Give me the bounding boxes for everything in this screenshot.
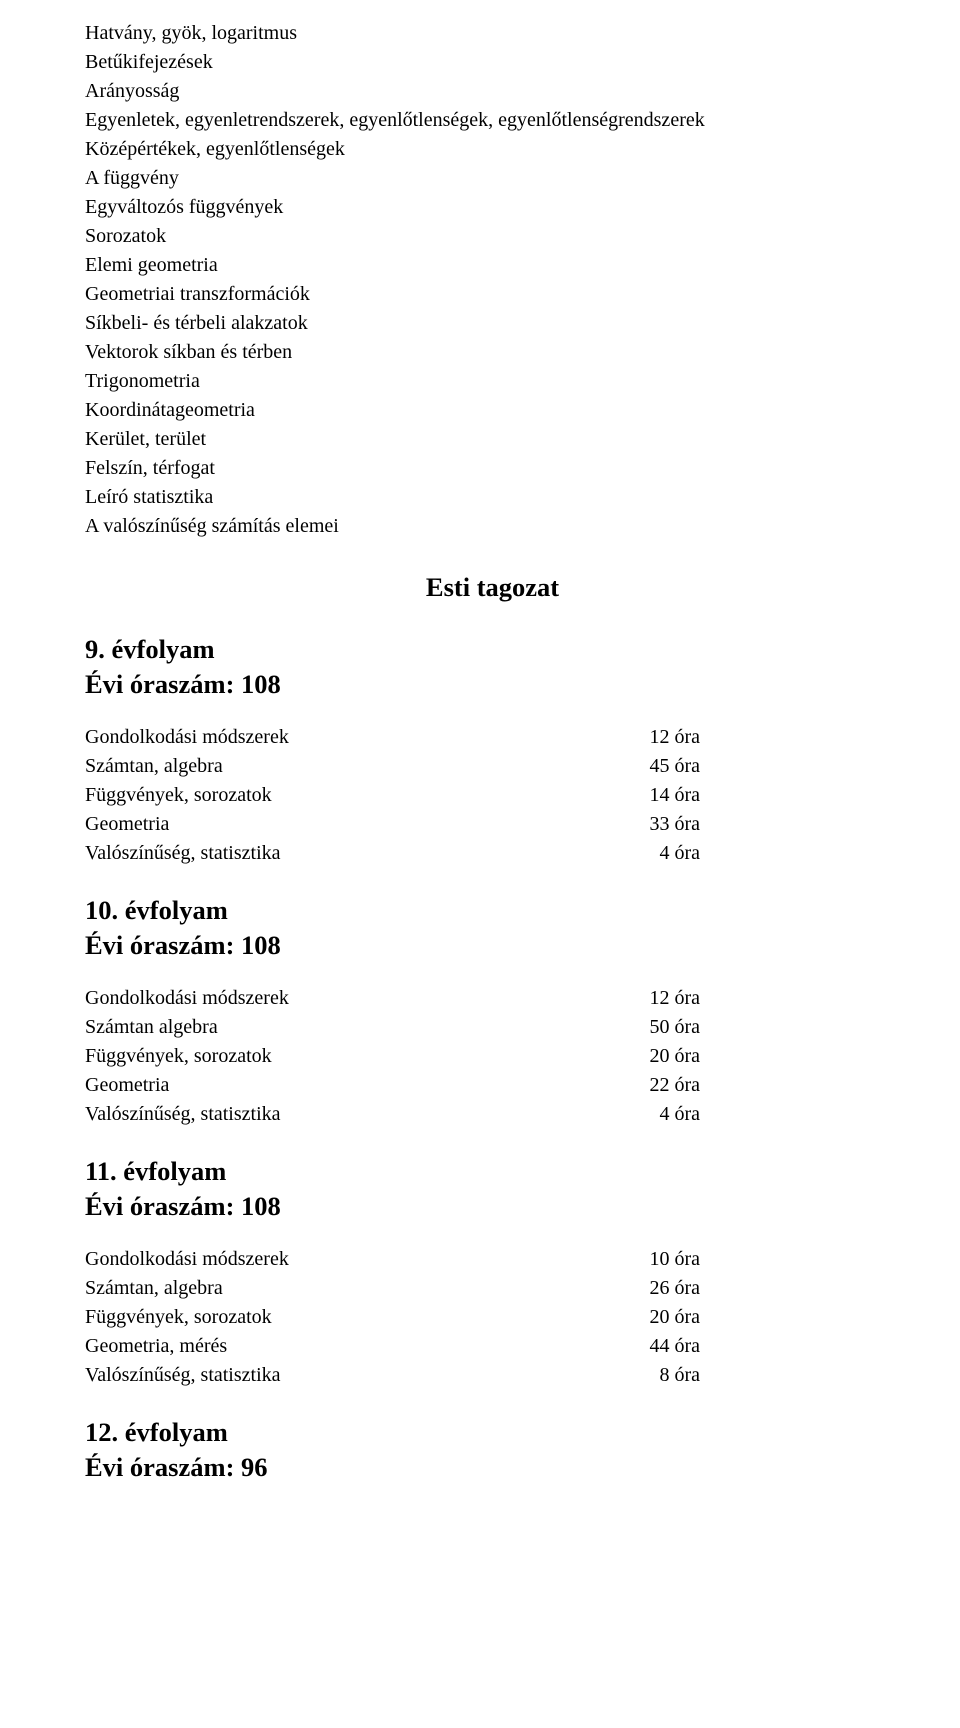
topic-item: Vektorok síkban és térben <box>85 339 900 366</box>
topic-item: Felszín, térfogat <box>85 455 900 482</box>
topic-item: Hatvány, gyök, logaritmus <box>85 20 900 47</box>
topic-item: Elemi geometria <box>85 252 900 279</box>
hours-title: Évi óraszám: 108 <box>85 667 900 702</box>
table-row: Számtan algebra 50 óra <box>85 1014 900 1041</box>
row-label: Gondolkodási módszerek <box>85 985 289 1012</box>
topic-item: A valószínűség számítás elemei <box>85 513 900 540</box>
row-label: Geometria <box>85 811 169 838</box>
row-value: 26 óra <box>620 1275 900 1302</box>
row-value: 4 óra <box>620 840 900 867</box>
row-label: Geometria <box>85 1072 169 1099</box>
table-row: Gondolkodási módszerek 10 óra <box>85 1246 900 1273</box>
row-value: 22 óra <box>620 1072 900 1099</box>
hours-title: Évi óraszám: 108 <box>85 928 900 963</box>
row-label: Számtan, algebra <box>85 1275 223 1302</box>
table-row: Geometria 22 óra <box>85 1072 900 1099</box>
topic-item: Betűkifejezések <box>85 49 900 76</box>
row-label: Valószínűség, statisztika <box>85 1101 281 1128</box>
row-value: 20 óra <box>620 1043 900 1070</box>
grade-title: 12. évfolyam <box>85 1415 900 1450</box>
topic-item: A függvény <box>85 165 900 192</box>
topic-item: Középértékek, egyenlőtlenségek <box>85 136 900 163</box>
row-value: 20 óra <box>620 1304 900 1331</box>
hours-title: Évi óraszám: 108 <box>85 1189 900 1224</box>
table-row: Függvények, sorozatok 14 óra <box>85 782 900 809</box>
row-value: 50 óra <box>620 1014 900 1041</box>
topic-item: Trigonometria <box>85 368 900 395</box>
row-value: 10 óra <box>620 1246 900 1273</box>
table-row: Geometria 33 óra <box>85 811 900 838</box>
grade-10-block: 10. évfolyam Évi óraszám: 108 Gondolkodá… <box>85 893 900 1128</box>
topic-item: Kerület, terület <box>85 426 900 453</box>
grade-title: 9. évfolyam <box>85 632 900 667</box>
row-value: 8 óra <box>620 1362 900 1389</box>
row-label: Függvények, sorozatok <box>85 782 272 809</box>
table-row: Valószínűség, statisztika 8 óra <box>85 1362 900 1389</box>
topic-item: Egyváltozós függvények <box>85 194 900 221</box>
row-value: 4 óra <box>620 1101 900 1128</box>
table-row: Gondolkodási módszerek 12 óra <box>85 985 900 1012</box>
row-value: 45 óra <box>620 753 900 780</box>
topic-item: Síkbeli- és térbeli alakzatok <box>85 310 900 337</box>
hours-title: Évi óraszám: 96 <box>85 1450 900 1485</box>
table-row: Számtan, algebra 26 óra <box>85 1275 900 1302</box>
topic-item: Egyenletek, egyenletrendszerek, egyenlőt… <box>85 107 900 134</box>
table-row: Gondolkodási módszerek 12 óra <box>85 724 900 751</box>
grade-title: 10. évfolyam <box>85 893 900 928</box>
row-label: Számtan, algebra <box>85 753 223 780</box>
topic-item: Sorozatok <box>85 223 900 250</box>
table-row: Valószínűség, statisztika 4 óra <box>85 1101 900 1128</box>
topic-item: Koordinátageometria <box>85 397 900 424</box>
table-row: Számtan, algebra 45 óra <box>85 753 900 780</box>
row-value: 12 óra <box>620 985 900 1012</box>
row-label: Függvények, sorozatok <box>85 1304 272 1331</box>
table-row: Valószínűség, statisztika 4 óra <box>85 840 900 867</box>
grade-9-block: 9. évfolyam Évi óraszám: 108 Gondolkodás… <box>85 632 900 867</box>
grade-11-block: 11. évfolyam Évi óraszám: 108 Gondolkodá… <box>85 1154 900 1389</box>
row-label: Gondolkodási módszerek <box>85 1246 289 1273</box>
row-label: Függvények, sorozatok <box>85 1043 272 1070</box>
topic-item: Geometriai transzformációk <box>85 281 900 308</box>
row-value: 44 óra <box>620 1333 900 1360</box>
table-row: Függvények, sorozatok 20 óra <box>85 1043 900 1070</box>
center-heading: Esti tagozat <box>85 570 900 606</box>
row-value: 12 óra <box>620 724 900 751</box>
row-value: 14 óra <box>620 782 900 809</box>
table-row: Függvények, sorozatok 20 óra <box>85 1304 900 1331</box>
table-row: Geometria, mérés 44 óra <box>85 1333 900 1360</box>
topics-list: Hatvány, gyök, logaritmus Betűkifejezése… <box>85 20 900 540</box>
row-label: Geometria, mérés <box>85 1333 227 1360</box>
row-label: Számtan algebra <box>85 1014 218 1041</box>
topic-item: Arányosság <box>85 78 900 105</box>
row-value: 33 óra <box>620 811 900 838</box>
row-label: Gondolkodási módszerek <box>85 724 289 751</box>
row-label: Valószínűség, statisztika <box>85 840 281 867</box>
row-label: Valószínűség, statisztika <box>85 1362 281 1389</box>
topic-item: Leíró statisztika <box>85 484 900 511</box>
grade-title: 11. évfolyam <box>85 1154 900 1189</box>
grade-12-block: 12. évfolyam Évi óraszám: 96 <box>85 1415 900 1485</box>
